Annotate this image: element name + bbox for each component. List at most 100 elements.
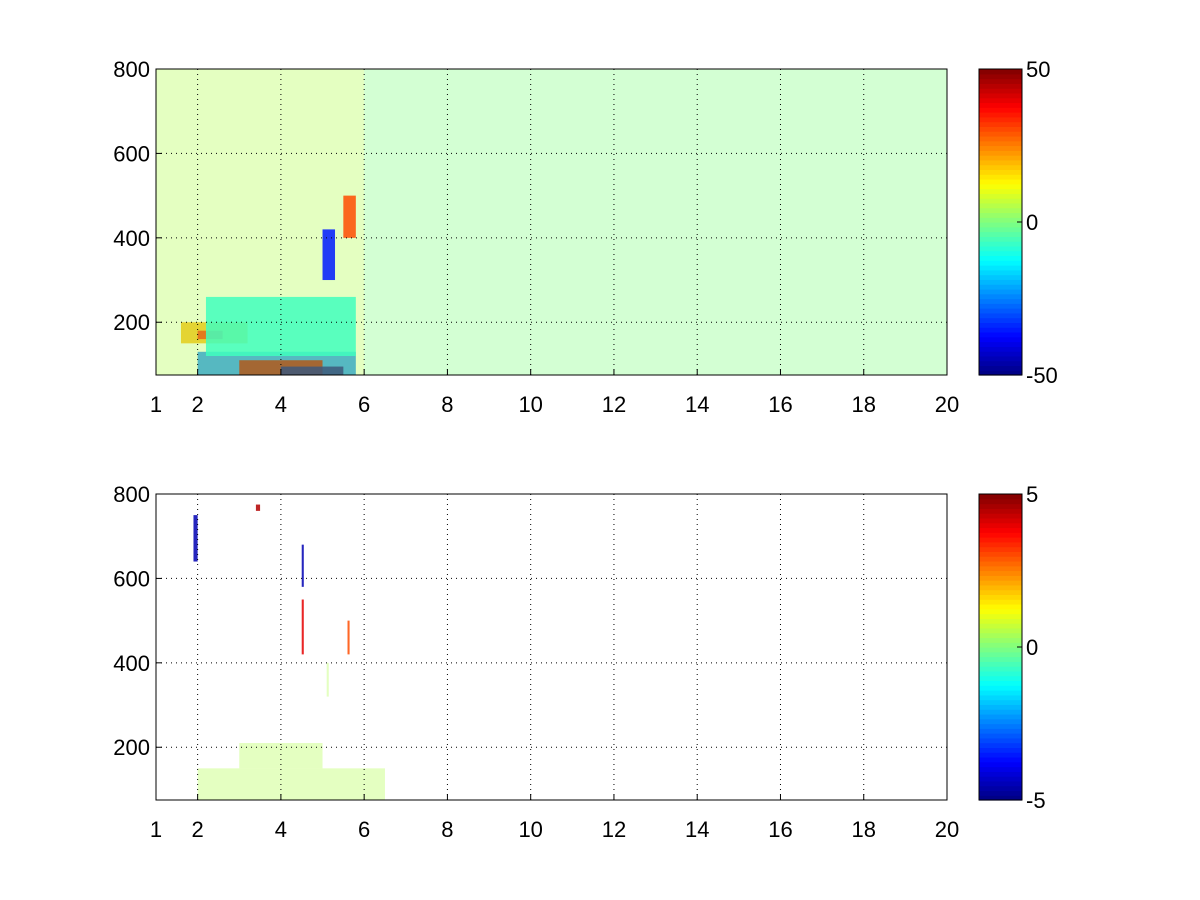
colorbar-segment [979, 293, 1022, 300]
colorbar-segment [979, 737, 1022, 744]
x-tick-label: 8 [441, 392, 453, 417]
colorbar-segment [979, 637, 1022, 643]
x-tick-label: 18 [851, 392, 875, 417]
colorbar-segment [979, 265, 1022, 271]
x-tick-label: 6 [358, 817, 370, 842]
x-tick-label: 8 [441, 817, 453, 842]
colorbar-segment [979, 733, 1022, 739]
colorbar-segment [979, 508, 1022, 514]
heatmap-region [364, 69, 947, 375]
colorbar-segment [979, 150, 1022, 156]
colorbar-segment [979, 312, 1022, 319]
colorbar-segment [979, 370, 1022, 376]
colorbar-segment [979, 556, 1022, 562]
colorbar-tick-label: 5 [1026, 482, 1038, 507]
x-tick-label: 20 [935, 392, 959, 417]
colorbar-segment [979, 551, 1022, 557]
colorbar-segment [979, 341, 1022, 347]
heatmap-region [301, 544, 304, 587]
colorbar-segment [979, 699, 1022, 705]
axes-box [155, 68, 948, 376]
heatmap-region [322, 229, 336, 281]
colorbar-segment [979, 537, 1022, 543]
plot-area [156, 494, 947, 800]
colorbar-segment [979, 317, 1022, 324]
colorbar-segment [979, 613, 1022, 619]
colorbar-segment [979, 298, 1022, 304]
colorbar-segment [979, 527, 1022, 533]
colorbar-tick-label: 0 [1026, 635, 1038, 660]
y-tick-label: 200 [113, 735, 150, 760]
x-tick-label: 6 [358, 392, 370, 417]
colorbar-segment [979, 761, 1022, 768]
colorbar-segment [979, 260, 1022, 266]
x-tick-label: 14 [685, 392, 709, 417]
colorbar-segment [979, 685, 1022, 691]
colorbar-segment [979, 217, 1022, 223]
colorbar-segment [979, 709, 1022, 715]
colorbar-segment [979, 756, 1022, 763]
colorbar-segment [979, 198, 1022, 204]
colorbar-tick-label: -50 [1026, 363, 1058, 388]
colorbar-segment [979, 580, 1022, 586]
colorbar-segment [979, 608, 1022, 615]
heatmap-region [280, 366, 344, 375]
colorbar-segment [979, 303, 1022, 309]
colorbar-segment [979, 666, 1022, 672]
colorbar-segment [979, 355, 1022, 362]
colorbar-segment [979, 718, 1022, 725]
colorbar-segment [979, 336, 1022, 343]
colorbar-segment [979, 776, 1022, 782]
colorbar-segment [979, 112, 1022, 118]
colorbar-segment [979, 88, 1022, 94]
x-tick-label: 2 [192, 817, 204, 842]
colorbar-segment [979, 728, 1022, 734]
colorbar-segment [979, 532, 1022, 538]
colorbar-segment [979, 513, 1022, 519]
colorbar-segment [979, 661, 1022, 667]
y-tick-label: 400 [113, 651, 150, 676]
colorbar-segment [979, 494, 1022, 500]
colorbar-segment [979, 126, 1022, 132]
colorbar-segment [979, 570, 1022, 576]
colorbar-segment [979, 212, 1022, 218]
colorbar-segment [979, 169, 1022, 175]
x-tick-label: 1 [150, 392, 162, 417]
colorbar-segment [979, 145, 1022, 151]
colorbar-segment [979, 675, 1022, 682]
y-tick-label: 400 [113, 226, 150, 251]
colorbar-segment [979, 785, 1022, 792]
heatmap-region [255, 504, 261, 511]
colorbar-segment [979, 694, 1022, 701]
colorbar-segment [979, 288, 1022, 295]
colorbar-segment [979, 365, 1022, 371]
x-tick-label: 4 [275, 817, 287, 842]
x-tick-label: 12 [602, 392, 626, 417]
colorbar-segment [979, 245, 1022, 252]
colorbar-segment [979, 623, 1022, 629]
colorbar-segment [979, 575, 1022, 581]
heatmap-region [156, 69, 365, 375]
heatmap-region [193, 515, 198, 562]
colorbar-segment [979, 131, 1022, 137]
colorbar-segment [979, 752, 1022, 758]
x-tick-label: 20 [935, 817, 959, 842]
heatmap-region [347, 620, 350, 655]
colorbar-segment [979, 193, 1022, 199]
colorbar-segment [979, 279, 1022, 285]
colorbar-segment [979, 647, 1022, 653]
colorbar-segment [979, 102, 1022, 108]
colorbar-segment [979, 771, 1022, 777]
x-tick-label: 14 [685, 817, 709, 842]
heatmap-region [343, 195, 356, 238]
colorbar-segment [979, 594, 1022, 600]
colorbar-segment [979, 274, 1022, 280]
colorbar-segment [979, 704, 1022, 710]
colorbar-segment [979, 174, 1022, 180]
colorbar-segment [979, 360, 1022, 367]
colorbar-segment [979, 603, 1022, 610]
colorbar-segment [979, 546, 1022, 552]
colorbar-segment [979, 284, 1022, 290]
colorbar-segment [979, 656, 1022, 662]
